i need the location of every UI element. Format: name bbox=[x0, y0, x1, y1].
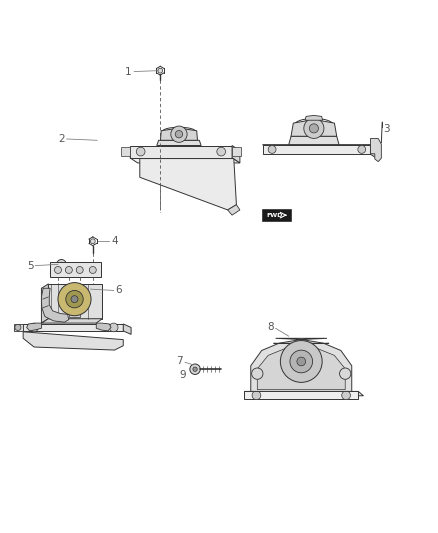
Polygon shape bbox=[228, 205, 240, 215]
Circle shape bbox=[252, 391, 261, 400]
Text: 9: 9 bbox=[179, 370, 186, 381]
Circle shape bbox=[57, 260, 66, 269]
Circle shape bbox=[171, 126, 187, 142]
Polygon shape bbox=[244, 391, 364, 396]
Circle shape bbox=[89, 266, 96, 273]
Polygon shape bbox=[157, 140, 201, 146]
Circle shape bbox=[290, 350, 313, 373]
Circle shape bbox=[268, 146, 276, 154]
Text: 4: 4 bbox=[111, 236, 118, 246]
Polygon shape bbox=[232, 146, 240, 163]
Polygon shape bbox=[14, 324, 23, 331]
Circle shape bbox=[358, 146, 366, 154]
Circle shape bbox=[136, 147, 145, 156]
Circle shape bbox=[76, 266, 83, 273]
Text: 6: 6 bbox=[116, 286, 122, 295]
Polygon shape bbox=[251, 338, 352, 391]
Polygon shape bbox=[232, 147, 241, 157]
Circle shape bbox=[90, 239, 95, 244]
Polygon shape bbox=[23, 332, 123, 350]
Circle shape bbox=[190, 364, 200, 375]
Circle shape bbox=[58, 282, 91, 316]
Polygon shape bbox=[371, 139, 381, 161]
Circle shape bbox=[65, 266, 72, 273]
Circle shape bbox=[66, 290, 83, 308]
Polygon shape bbox=[244, 391, 358, 399]
Polygon shape bbox=[69, 286, 80, 317]
Text: 2: 2 bbox=[58, 134, 65, 144]
Polygon shape bbox=[291, 119, 337, 136]
Polygon shape bbox=[262, 144, 371, 154]
Polygon shape bbox=[262, 144, 377, 149]
Text: 7: 7 bbox=[177, 356, 183, 366]
Circle shape bbox=[339, 368, 351, 379]
Circle shape bbox=[158, 68, 162, 73]
Circle shape bbox=[193, 367, 197, 372]
Text: 8: 8 bbox=[267, 321, 274, 332]
Polygon shape bbox=[140, 158, 237, 210]
FancyBboxPatch shape bbox=[261, 209, 291, 221]
Polygon shape bbox=[96, 323, 111, 331]
Text: 1: 1 bbox=[125, 67, 132, 77]
Polygon shape bbox=[130, 146, 232, 158]
Circle shape bbox=[342, 391, 350, 400]
Polygon shape bbox=[42, 288, 69, 322]
Circle shape bbox=[175, 131, 183, 138]
Polygon shape bbox=[371, 144, 377, 158]
Circle shape bbox=[217, 147, 226, 156]
Polygon shape bbox=[289, 136, 339, 144]
Circle shape bbox=[71, 296, 78, 303]
Text: 5: 5 bbox=[27, 261, 33, 271]
Circle shape bbox=[309, 124, 318, 133]
Text: FWD: FWD bbox=[266, 213, 282, 217]
Polygon shape bbox=[42, 284, 48, 323]
Polygon shape bbox=[48, 284, 102, 319]
Text: 3: 3 bbox=[383, 124, 390, 134]
Polygon shape bbox=[50, 262, 102, 277]
Polygon shape bbox=[160, 128, 198, 140]
Circle shape bbox=[30, 323, 39, 332]
Circle shape bbox=[54, 266, 61, 273]
Polygon shape bbox=[27, 323, 42, 331]
Circle shape bbox=[297, 357, 306, 366]
Circle shape bbox=[15, 325, 21, 330]
Polygon shape bbox=[42, 319, 102, 323]
Polygon shape bbox=[257, 343, 345, 390]
Polygon shape bbox=[305, 116, 322, 120]
Circle shape bbox=[280, 341, 322, 382]
Circle shape bbox=[304, 118, 324, 139]
Circle shape bbox=[252, 368, 263, 379]
Polygon shape bbox=[23, 324, 123, 331]
Polygon shape bbox=[123, 324, 131, 334]
Polygon shape bbox=[121, 147, 130, 157]
Polygon shape bbox=[130, 158, 240, 163]
Circle shape bbox=[59, 262, 64, 266]
Circle shape bbox=[110, 323, 118, 332]
